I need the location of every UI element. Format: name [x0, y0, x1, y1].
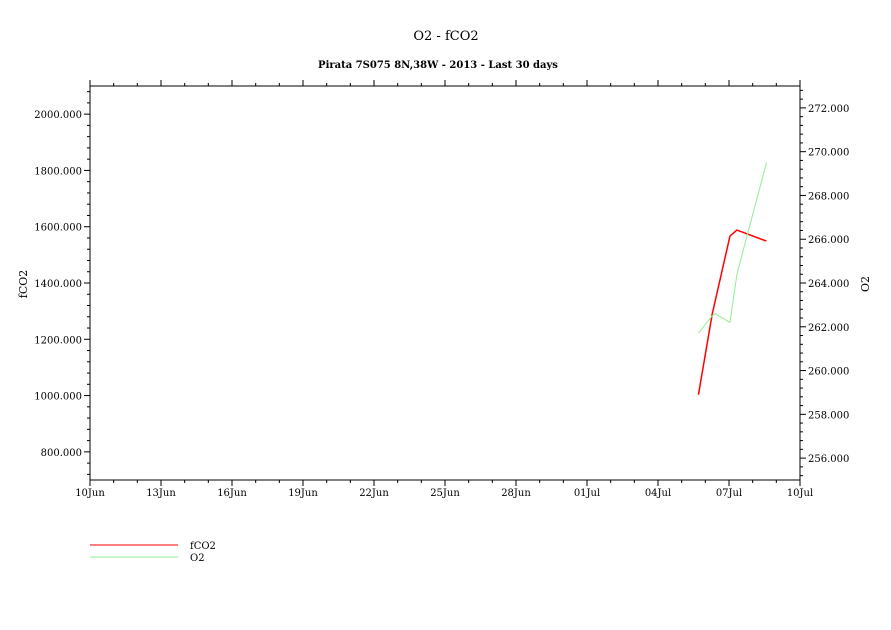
- y-right-tick-label: 264.000: [808, 279, 849, 290]
- x-tick-label: 07Jul: [716, 488, 742, 499]
- x-tick-label: 16Jun: [217, 488, 247, 499]
- y-right-tick-label: 262.000: [808, 323, 849, 334]
- chart-title: O2 - fCO2: [413, 29, 478, 44]
- y-left-tick-label: 1600.000: [34, 223, 82, 234]
- plot-frame: [89, 85, 801, 481]
- y-right-tick-label: 268.000: [808, 191, 849, 202]
- y-left-tick-label: 800.000: [41, 448, 82, 459]
- x-tick-label: 19Jun: [288, 488, 318, 499]
- x-tick-label: 10Jul: [787, 488, 813, 499]
- legend-label: fCO2: [190, 541, 216, 552]
- series-line-fco2: [697, 229, 767, 395]
- y-right-tick-label: 258.000: [808, 410, 849, 421]
- y-right-tick-label: 272.000: [808, 104, 849, 115]
- y-left-tick-label: 1400.000: [34, 279, 82, 290]
- y-left-tick-label: 2000.000: [34, 110, 82, 121]
- y-right-tick-label: 256.000: [808, 454, 849, 465]
- y-right-tick-label: 266.000: [808, 235, 849, 246]
- y-right-tick-label: 270.000: [808, 148, 849, 159]
- y-right-tick-label: 260.000: [808, 367, 849, 378]
- x-tick-label: 28Jun: [501, 488, 531, 499]
- legend-label: O2: [190, 553, 205, 564]
- series-line-o2: [698, 162, 767, 334]
- x-tick-label: 13Jun: [146, 488, 176, 499]
- x-tick-label: 25Jun: [430, 488, 460, 499]
- chart-subtitle: Pirata 7S075 8N,38W - 2013 - Last 30 day…: [318, 60, 558, 71]
- x-tick-label: 01Jul: [574, 488, 600, 499]
- y-left-tick-label: 1000.000: [34, 392, 82, 403]
- x-tick-label: 04Jul: [645, 488, 671, 499]
- x-tick-label: 22Jun: [359, 488, 389, 499]
- y-axis-left-label: fCO2: [17, 270, 30, 299]
- y-axis-right-label: O2: [859, 276, 872, 292]
- x-tick-label: 10Jun: [75, 488, 105, 499]
- y-left-tick-label: 1200.000: [34, 335, 82, 346]
- y-left-tick-label: 1800.000: [34, 166, 82, 177]
